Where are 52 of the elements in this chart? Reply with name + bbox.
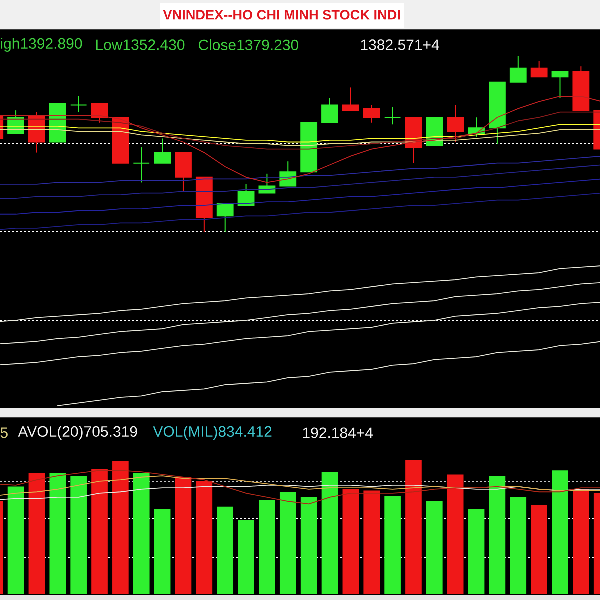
text: AVOL(20)705.319 [18,426,138,440]
chart-title: VNINDEX--HO CHI MINH STOCK INDI [163,10,400,20]
bar [8,486,24,594]
candlestick [322,98,338,124]
bar [112,461,129,594]
bar [531,506,548,594]
bar [322,472,338,594]
bar [300,497,318,594]
bar [406,460,422,594]
text: Low1352.430 [96,40,185,50]
candlestick [216,203,234,232]
bar [154,510,171,594]
candlestick [510,56,527,83]
bar [489,476,506,594]
candlestick [384,106,402,126]
bar [70,476,87,594]
candlestick [154,138,172,164]
text: Close1379.230 [198,39,299,50]
bar [238,520,254,594]
bar [342,489,360,594]
bar [259,500,276,594]
text: 1382.571+4 [361,40,440,50]
bar [196,481,213,594]
candlestick [447,104,464,143]
candlestick [91,103,108,124]
bar [28,473,46,594]
bar [280,492,296,594]
candlestick [133,147,150,184]
candlestick [70,96,88,113]
text: igh1392.890 [1,38,82,52]
bar [447,474,464,594]
bar [364,490,380,594]
candlestick [258,173,276,194]
bar [217,506,234,594]
bar [384,496,401,594]
text: 5 [0,428,8,438]
bar [510,497,527,594]
bar [426,502,443,594]
bar [468,510,485,594]
bar [552,470,568,594]
text: 192.184+4 [303,428,374,438]
bar [92,469,108,594]
bar [133,473,150,594]
candlestick [552,71,569,99]
bar [175,477,192,594]
candlestick [342,87,360,112]
candlestick [238,184,255,206]
bar [50,473,66,594]
candlestick [363,104,380,124]
bar [573,489,590,594]
candlestick [530,60,548,78]
text: VOL(MIL)834.412 [153,426,272,440]
